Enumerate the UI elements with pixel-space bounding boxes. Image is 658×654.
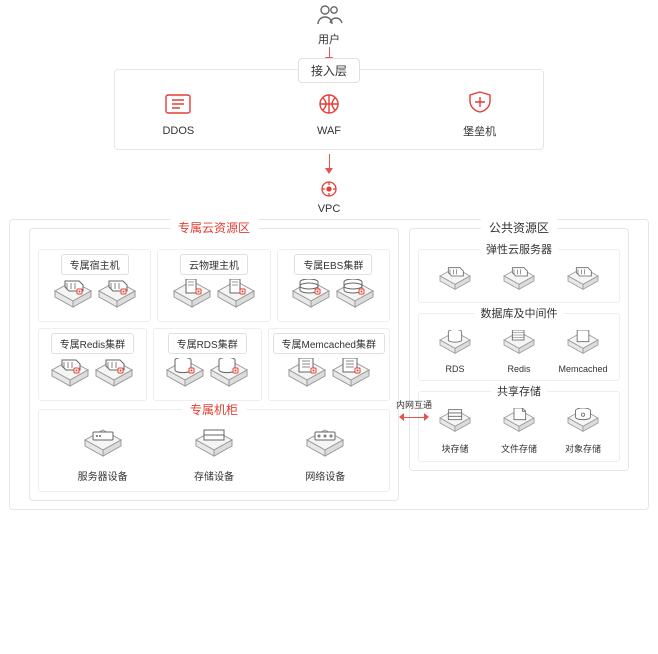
host-icon (566, 266, 600, 296)
shield-bastion-icon (464, 90, 496, 117)
vpc-label: VPC (318, 203, 341, 215)
host-icon (502, 266, 536, 296)
interconnect-label: 内网互通 (396, 398, 432, 411)
cabinet-zone: 专属机柜 服务器设备 存储设备 网络设备 (38, 409, 390, 492)
access-layer: 接入层 DDOS WAF (114, 69, 544, 150)
dedicated-card-redis: 专属Redis集群 (38, 328, 147, 401)
diagram-root: 用户 接入层 DDOS WAF (0, 0, 658, 510)
item-label: 块存储 (441, 442, 468, 455)
public-zone: 公共资源区 弹性云服务器 数据库及中间件 RDS Redis Memcached (409, 228, 629, 471)
user-label: 用户 (318, 31, 340, 47)
item-label: Memcached (558, 364, 607, 374)
card-label: 专属EBS集群 (294, 254, 372, 275)
card-label: 云物理主机 (180, 254, 248, 275)
cabinet-label: 存储设备 (194, 468, 234, 483)
card-label: 专属RDS集群 (168, 333, 247, 354)
public-group-storage: 共享存储 块存储 文件存储 对象存储 (418, 391, 620, 462)
host-icon (97, 279, 137, 315)
host-icon (53, 279, 93, 315)
double-arrow-icon (399, 413, 429, 421)
cabinet-item-storage: 存储设备 (164, 428, 264, 483)
access-item-waf: WAF (284, 92, 374, 137)
globe-waf-icon (313, 92, 345, 119)
public-group-ecs: 弹性云服务器 (418, 249, 620, 303)
access-label: WAF (317, 125, 341, 137)
cache-icon (287, 358, 327, 394)
cabinet-title: 专属机柜 (182, 401, 246, 418)
group-title: 共享存储 (491, 383, 547, 399)
storage-device-icon (194, 428, 234, 464)
host-icon (438, 266, 472, 296)
card-label: 专属Memcached集群 (273, 333, 385, 354)
dedicated-row-1: 专属宿主机 云物理主机 专属EBS集群 (38, 249, 390, 322)
item-label: Redis (507, 364, 530, 374)
vpc-node: VPC (318, 176, 341, 215)
item-label: 对象存储 (565, 442, 601, 455)
network-device-icon (305, 428, 345, 464)
block-storage-icon (438, 408, 472, 438)
dedicated-card-ebs: 专属EBS集群 (277, 249, 390, 322)
dedicated-card-rds: 专属RDS集群 (153, 328, 262, 401)
access-label: 堡垒机 (463, 123, 496, 139)
cabinet-label: 网络设备 (305, 468, 345, 483)
public-zone-title: 公共资源区 (481, 219, 557, 236)
cache-icon (566, 330, 600, 360)
interconnect: 内网互通 (395, 398, 433, 421)
dedicated-card-memcached: 专属Memcached集群 (268, 328, 390, 401)
db-icon (209, 358, 249, 394)
shield-ddos-icon (162, 92, 194, 119)
host-icon (94, 358, 134, 394)
access-layer-title: 接入层 (298, 58, 360, 83)
dedicated-zone-title: 专属云资源区 (170, 219, 258, 236)
public-group-db: 数据库及中间件 RDS Redis Memcached (418, 313, 620, 381)
storage-stack-icon (291, 279, 331, 315)
bare-metal-icon (172, 279, 212, 315)
cabinet-label: 服务器设备 (78, 468, 128, 483)
card-label: 专属宿主机 (61, 254, 129, 275)
vpc-router-icon (318, 180, 340, 201)
cabinet-item-server: 服务器设备 (53, 428, 153, 483)
user-group-icon (315, 4, 343, 29)
user-node: 用户 (315, 4, 343, 47)
access-label: DDOS (162, 125, 194, 137)
cache-icon (331, 358, 371, 394)
item-label: RDS (445, 364, 464, 374)
db-icon (165, 358, 205, 394)
bare-metal-icon (216, 279, 256, 315)
cabinet-item-network: 网络设备 (275, 428, 375, 483)
server-device-icon (83, 428, 123, 464)
file-storage-icon (502, 408, 536, 438)
dedicated-card-bare: 云物理主机 (157, 249, 270, 322)
group-title: 弹性云服务器 (480, 241, 558, 257)
object-storage-icon (566, 408, 600, 438)
db-icon (438, 330, 472, 360)
access-item-bastion: 堡垒机 (435, 90, 525, 139)
access-item-ddos: DDOS (133, 92, 223, 137)
storage-stack-icon (335, 279, 375, 315)
main-container: 专属云资源区 专属宿主机 云物理主机 专属EBS集群 专属Redis集群 (9, 219, 649, 510)
group-title: 数据库及中间件 (475, 305, 564, 321)
dedicated-row-2: 专属Redis集群 专属RDS集群 专属Memcached集群 (38, 328, 390, 401)
redis-icon (502, 330, 536, 360)
card-label: 专属Redis集群 (51, 333, 135, 354)
host-icon (50, 358, 90, 394)
dedicated-card-host: 专属宿主机 (38, 249, 151, 322)
dedicated-zone: 专属云资源区 专属宿主机 云物理主机 专属EBS集群 专属Redis集群 (29, 228, 399, 501)
item-label: 文件存储 (501, 442, 537, 455)
